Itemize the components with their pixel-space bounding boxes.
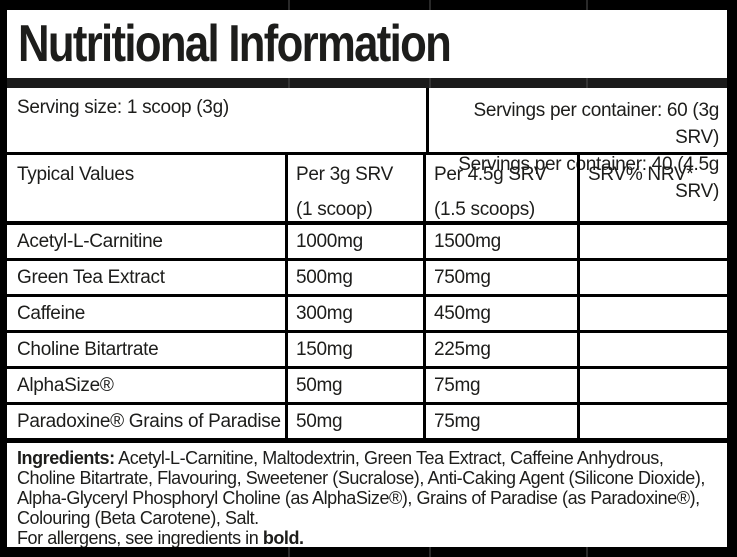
per-3g-value-cell: 300mg: [288, 297, 426, 330]
page-title: Nutritional Information: [18, 15, 452, 73]
srv-nrv-value-cell: [580, 405, 727, 438]
serving-row: Serving size: 1 scoop (3g) Servings per …: [7, 88, 727, 202]
column-tick: [429, 0, 431, 10]
table-row: Caffeine 300mg 450mg: [7, 297, 727, 333]
table-row: Acetyl-L-Carnitine 1000mg 1500mg: [7, 225, 727, 261]
ingredient-name-cell: Caffeine: [7, 297, 288, 330]
servings-per-container: Servings per container: 60 (3g SRV) Serv…: [429, 88, 727, 202]
label-body: Nutritional Information Serving size: 1 …: [7, 10, 727, 547]
ingredients-label: Ingredients:: [17, 448, 115, 468]
allergen-note-bold: bold.: [262, 528, 304, 547]
ingredient-name-cell: Acetyl-L-Carnitine: [7, 225, 288, 258]
header-per-3g-line2: (1 scoop): [296, 199, 373, 220]
table-row: Paradoxine® Grains of Paradise 50mg 75mg: [7, 405, 727, 443]
column-tick: [288, 78, 290, 88]
per-4-5g-value-cell: 75mg: [426, 369, 580, 402]
ingredient-name-cell: Choline Bitartrate: [7, 333, 288, 366]
title-section: Nutritional Information: [7, 10, 727, 78]
table-row: Green Tea Extract 500mg 750mg: [7, 261, 727, 297]
srv-nrv-value-cell: [580, 333, 727, 366]
srv-nrv-value-cell: [580, 261, 727, 294]
srv-nrv-value-cell: [580, 369, 727, 402]
ingredients-text: Acetyl-L-Carnitine, Maltodextrin, Green …: [17, 448, 705, 528]
column-tick: [586, 78, 588, 88]
per-4-5g-value-cell: 450mg: [426, 297, 580, 330]
column-tick: [586, 0, 588, 10]
per-3g-value-cell: 500mg: [288, 261, 426, 294]
header-per-4-5g: Per 4.5g SRV (1.5 scoops): [426, 155, 580, 221]
per-4-5g-value-cell: 750mg: [426, 261, 580, 294]
column-tick: [429, 547, 431, 557]
table-row: AlphaSize® 50mg 75mg: [7, 369, 727, 405]
per-3g-value-cell: 1000mg: [288, 225, 426, 258]
ingredients-section: Ingredients: Acetyl-L-Carnitine, Maltode…: [7, 443, 727, 547]
allergen-note-text: For allergens, see ingredients in: [17, 528, 263, 547]
per-4-5g-value-cell: 75mg: [426, 405, 580, 438]
table-header-row: Typical Values Per 3g SRV (1 scoop) Per …: [7, 155, 727, 225]
header-srv-nrv: SRV% NRV*: [588, 164, 694, 185]
column-tick: [429, 78, 431, 88]
ingredient-name-cell: Paradoxine® Grains of Paradise: [7, 405, 288, 438]
servings-per-container-3g: Servings per container: 60 (3g SRV): [473, 100, 719, 148]
header-per-4-5g-line1: Per 4.5g SRV: [434, 164, 547, 185]
per-3g-value-cell: 50mg: [288, 369, 426, 402]
column-tick: [586, 547, 588, 557]
header-per-3g-line1: Per 3g SRV: [296, 164, 393, 185]
serving-size: Serving size: 1 scoop (3g): [7, 88, 429, 152]
allergen-note: For allergens, see ingredients in bold.: [17, 528, 715, 547]
header-per-3g: Per 3g SRV (1 scoop): [288, 155, 426, 221]
title-separator-bar: [7, 78, 727, 88]
per-3g-value-cell: 50mg: [288, 405, 426, 438]
header-typical-values: Typical Values: [7, 155, 288, 221]
per-4-5g-value-cell: 1500mg: [426, 225, 580, 258]
per-4-5g-value-cell: 225mg: [426, 333, 580, 366]
ingredient-name-cell: AlphaSize®: [7, 369, 288, 402]
header-per-4-5g-line2: (1.5 scoops): [434, 199, 535, 220]
srv-nrv-value-cell: [580, 297, 727, 330]
column-tick: [288, 0, 290, 10]
srv-nrv-value-cell: [580, 225, 727, 258]
ingredient-name-cell: Green Tea Extract: [7, 261, 288, 294]
table-row: Choline Bitartrate 150mg 225mg: [7, 333, 727, 369]
servings-per-container-4-5g: Servings per container: 40 (4.5g SRV): [458, 154, 719, 202]
column-tick: [288, 547, 290, 557]
per-3g-value-cell: 150mg: [288, 333, 426, 366]
